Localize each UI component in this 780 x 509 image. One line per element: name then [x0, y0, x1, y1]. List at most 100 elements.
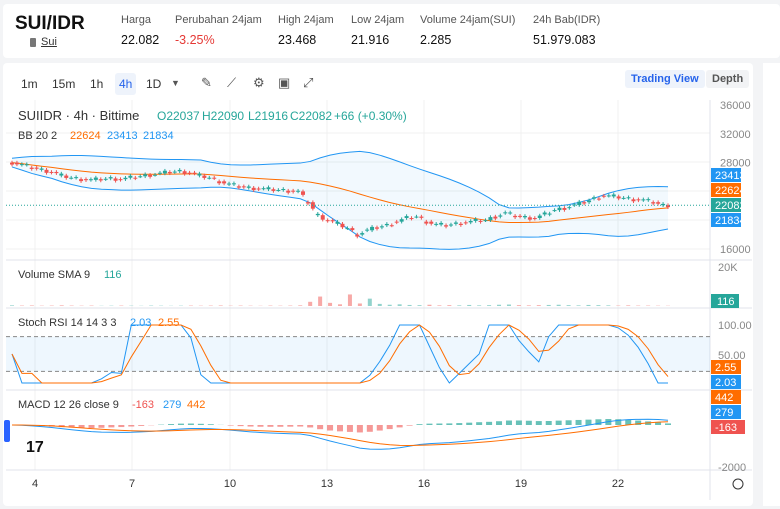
interval-15m[interactable]: 15m	[52, 77, 76, 91]
macd-histogram-bar	[297, 425, 304, 427]
candle	[301, 191, 306, 195]
candle	[74, 177, 79, 179]
interval-4h[interactable]: 4h	[115, 73, 137, 95]
bb-mid: 22624	[70, 130, 101, 142]
stat-value: 2.285	[420, 33, 452, 47]
volume-bar	[357, 303, 362, 306]
interval-1D[interactable]: 1D	[146, 77, 162, 91]
candle	[345, 228, 350, 230]
macd-histogram-bar	[138, 425, 145, 426]
time-label: 4	[32, 478, 38, 490]
candle	[399, 219, 404, 222]
candle	[148, 174, 153, 177]
draw-icon[interactable]: ✎	[201, 75, 212, 90]
candle	[621, 197, 626, 199]
candle	[291, 190, 296, 192]
macd-histogram-bar	[68, 425, 75, 428]
macd-histogram-bar	[505, 420, 512, 425]
candle	[29, 167, 34, 169]
volume-bar	[576, 305, 581, 306]
candle	[448, 224, 453, 226]
macd-histogram-bar	[655, 422, 662, 425]
candle	[39, 168, 44, 170]
interval-1h[interactable]: 1h	[90, 77, 104, 91]
macd-histogram-bar	[257, 425, 264, 427]
volume-bar	[10, 305, 14, 306]
macd-histogram-bar	[565, 420, 572, 425]
gear-icon[interactable]: ⚙	[253, 75, 265, 90]
candle	[596, 198, 601, 200]
time-label: 19	[515, 478, 527, 490]
macd-histogram-bar	[78, 425, 85, 428]
bb-upper-line	[11, 150, 669, 209]
candle	[453, 222, 458, 224]
volume-label: 116	[717, 296, 735, 308]
macd-histogram-bar	[426, 423, 433, 425]
macd-histogram-bar	[595, 419, 602, 425]
trading-view-tab[interactable]: Trading View	[625, 70, 705, 88]
macd-histogram-bar	[456, 423, 463, 425]
candle	[350, 228, 355, 231]
macd-histogram-bar	[346, 425, 353, 432]
macd-histogram-bar	[525, 420, 532, 425]
candle	[212, 177, 217, 179]
candle	[24, 164, 29, 166]
price-label: 22082	[715, 200, 746, 212]
time-label: 7	[129, 478, 135, 490]
volume-bar	[526, 305, 531, 306]
indicator-icon[interactable]: ⟋	[227, 75, 237, 90]
volume-legend: Volume SMA 9	[18, 269, 90, 281]
macd-histogram-bar	[665, 423, 671, 425]
candle	[236, 186, 241, 188]
macd-histogram-bar	[476, 422, 483, 425]
candle	[202, 175, 207, 178]
candle	[276, 189, 281, 191]
candle	[542, 212, 547, 215]
fullscreen-icon[interactable]: ⤢	[303, 75, 314, 90]
candle	[222, 181, 227, 184]
settings-hex-icon[interactable]	[732, 478, 744, 490]
candle	[296, 190, 301, 192]
candle	[463, 222, 468, 224]
collapse-handle[interactable]	[4, 420, 10, 442]
candle	[207, 177, 212, 179]
macd-histogram-bar	[267, 425, 274, 427]
stat-2: High 24jam 23.468	[278, 14, 334, 47]
candle	[587, 200, 592, 203]
ohlc-c: C22082	[290, 109, 332, 123]
candle	[325, 220, 330, 222]
chevron-down-icon[interactable]: ▼	[171, 78, 180, 88]
macd-histogram-bar	[406, 425, 413, 426]
candle	[478, 220, 483, 222]
macd-histogram-bar	[108, 425, 115, 428]
macd-histogram-bar	[535, 421, 542, 425]
volume-bar	[626, 305, 631, 306]
candle	[261, 188, 266, 190]
coin-link[interactable]: Sui	[41, 36, 57, 48]
candle	[513, 215, 518, 218]
stat-label: High 24jam	[278, 14, 334, 26]
interval-1m[interactable]: 1m	[21, 77, 38, 91]
volume-bar	[497, 304, 502, 306]
stoch-tick: 50.00	[718, 350, 746, 362]
candle	[157, 172, 162, 174]
macd-signal-label: 442	[715, 392, 733, 404]
stat-label: Perubahan 24jam	[175, 14, 262, 26]
stat-4: Volume 24jam(SUI) 2.285	[420, 14, 515, 47]
bb-fill	[12, 151, 668, 250]
bb-lower-line	[11, 166, 669, 250]
volume-bar	[506, 304, 511, 306]
macd-value: 279	[163, 399, 181, 411]
price-label: 22624	[715, 185, 746, 197]
save-icon[interactable]: ▣	[278, 75, 291, 90]
volume-legend-value: 116	[104, 269, 122, 281]
ohlc-l: L21916	[248, 109, 288, 123]
volume-bar	[318, 296, 323, 306]
depth-tab[interactable]: Depth	[706, 70, 750, 88]
candle	[537, 215, 542, 219]
candle	[606, 195, 611, 197]
candle	[503, 212, 508, 214]
ohlc-h: H22090	[202, 109, 244, 123]
bb-lo: 21834	[143, 130, 174, 142]
